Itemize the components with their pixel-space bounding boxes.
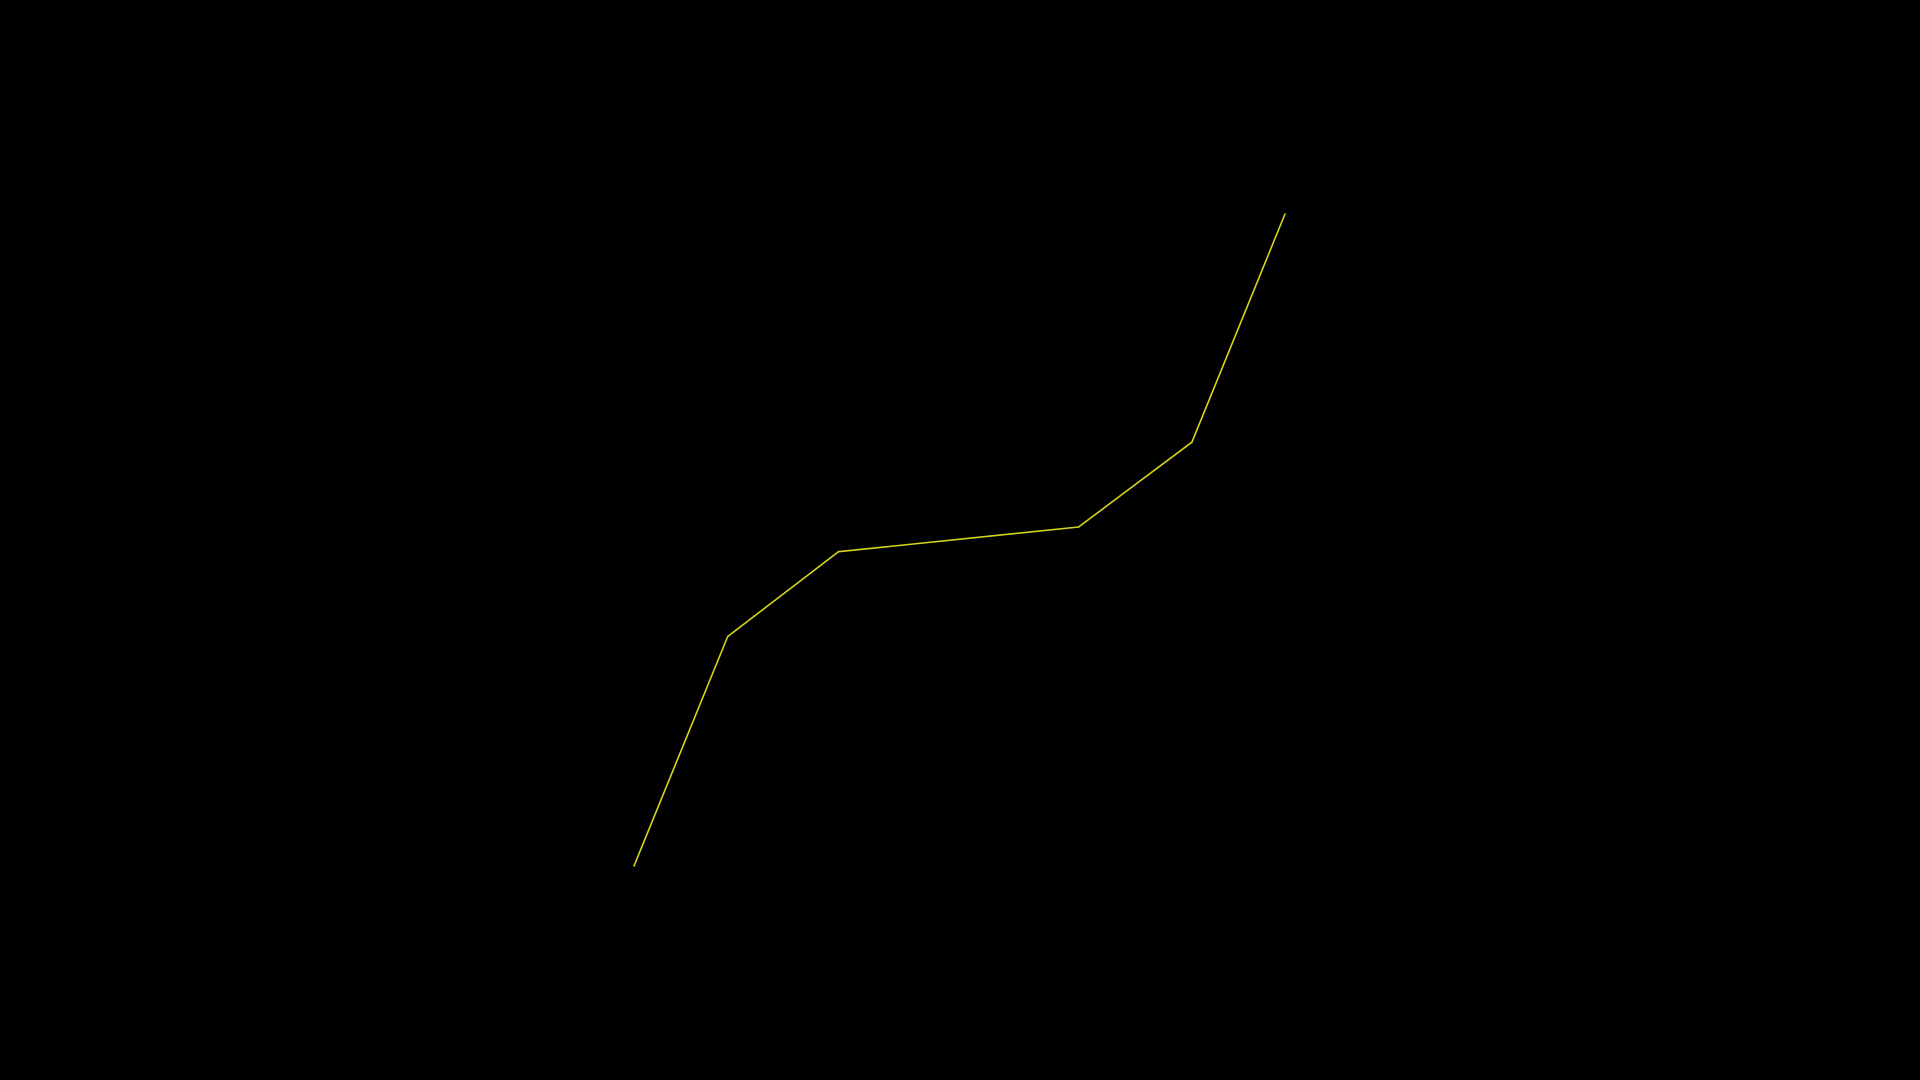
- series-layer: [633, 213, 1286, 867]
- data-point: [633, 865, 635, 867]
- data-point: [1077, 526, 1080, 528]
- data-point: [726, 635, 729, 638]
- data-point: [1284, 213, 1286, 215]
- data-point: [837, 550, 840, 553]
- series-line-0: [633, 213, 1286, 867]
- data-point: [1191, 441, 1193, 444]
